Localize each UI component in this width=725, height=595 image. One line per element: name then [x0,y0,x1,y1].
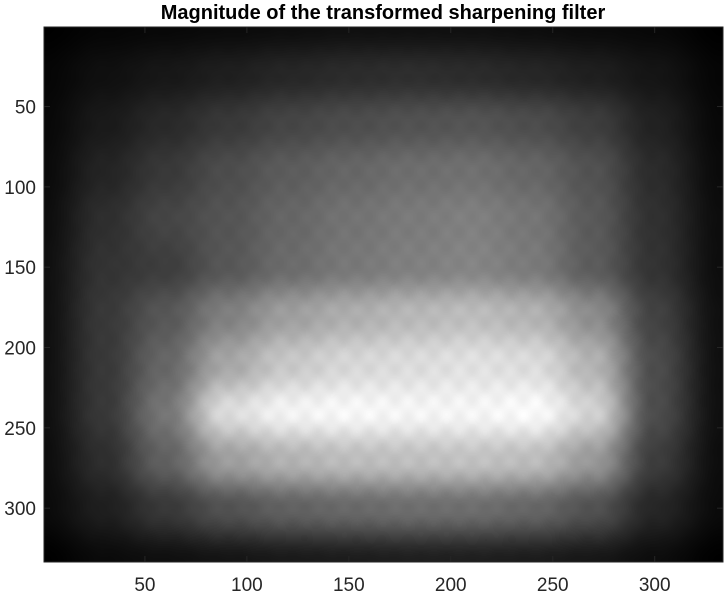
heatmap-image [44,27,723,562]
y-tick-label: 50 [15,98,36,119]
y-tick-label: 250 [4,419,36,440]
chart-title: Magnitude of the transformed sharpening … [161,2,606,24]
axes-box [43,26,724,563]
y-axis: 50 100 150 200 250 300 [4,98,723,520]
x-tick-label: 200 [435,575,467,595]
y-tick-label: 100 [4,178,36,199]
x-tick-label: 100 [231,575,263,595]
y-tick-label: 150 [4,258,36,279]
x-axis: 50 100 150 200 250 300 [134,27,671,595]
plot-area [43,26,724,563]
x-tick-label: 250 [537,575,569,595]
y-tick-label: 300 [4,499,36,520]
x-tick-label: 50 [134,575,155,595]
y-tick-label: 200 [4,339,36,360]
x-tick-label: 300 [639,575,671,595]
x-tick-label: 150 [333,575,365,595]
